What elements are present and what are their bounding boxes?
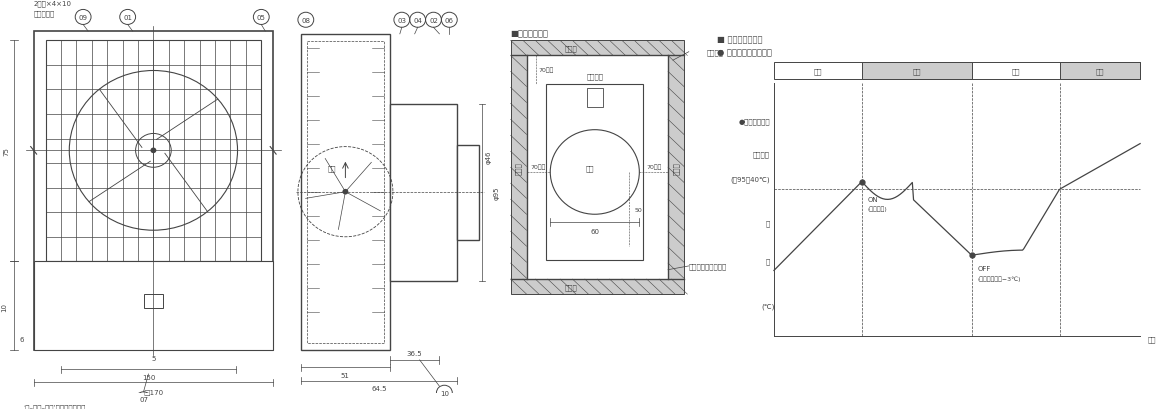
Text: 64.5: 64.5 bbox=[371, 385, 387, 391]
Text: 電源: 電源 bbox=[328, 164, 336, 171]
Text: 停止: 停止 bbox=[1012, 68, 1020, 74]
Text: 70以上: 70以上 bbox=[531, 164, 546, 170]
Text: 05: 05 bbox=[257, 15, 265, 21]
Text: 停止: 停止 bbox=[814, 68, 822, 74]
Bar bbox=[34, 32, 274, 351]
Text: 温: 温 bbox=[766, 219, 770, 226]
Text: 06: 06 bbox=[445, 18, 454, 24]
Text: 障害物: 障害物 bbox=[564, 45, 577, 52]
Text: 運転: 運転 bbox=[1095, 68, 1105, 74]
Text: ■本体拠付位置: ■本体拠付位置 bbox=[511, 29, 548, 38]
Text: 03: 03 bbox=[398, 18, 407, 24]
Text: φ95: φ95 bbox=[494, 186, 500, 200]
Bar bbox=[668, 56, 684, 279]
Text: 10: 10 bbox=[440, 390, 449, 396]
Bar bbox=[511, 279, 684, 294]
Text: 09: 09 bbox=[79, 15, 88, 21]
Bar bbox=[301, 35, 389, 351]
Text: ON: ON bbox=[868, 196, 879, 202]
Text: 02: 02 bbox=[429, 18, 438, 24]
Bar bbox=[458, 145, 479, 240]
Text: 70以上: 70以上 bbox=[646, 164, 662, 170]
Text: 5: 5 bbox=[151, 355, 155, 361]
Text: 6: 6 bbox=[20, 336, 24, 342]
Text: 10: 10 bbox=[1, 302, 7, 311]
Text: ●温度センサー: ●温度センサー bbox=[738, 118, 770, 125]
Text: 60: 60 bbox=[590, 229, 599, 235]
Text: 運転: 運転 bbox=[912, 68, 921, 74]
Text: OFF: OFF bbox=[977, 266, 991, 272]
Text: 75: 75 bbox=[3, 147, 9, 156]
Circle shape bbox=[151, 148, 156, 154]
Bar bbox=[586, 89, 603, 108]
Text: 電源線引込み用壁穴: 電源線引込み用壁穴 bbox=[688, 263, 727, 270]
Text: 36.5: 36.5 bbox=[407, 351, 423, 356]
Bar bbox=[34, 262, 274, 351]
Bar bbox=[389, 104, 458, 281]
Text: ‘弱–連続–自動’切替用スイッチ: ‘弱–連続–自動’切替用スイッチ bbox=[23, 404, 86, 409]
Text: 01: 01 bbox=[123, 15, 132, 21]
Text: 取付用長穴: 取付用長穴 bbox=[34, 10, 54, 16]
Text: 度: 度 bbox=[766, 257, 770, 264]
Bar bbox=[1059, 63, 1140, 80]
Bar bbox=[45, 41, 261, 262]
Text: ■ 動作シーケンス: ■ 動作シーケンス bbox=[716, 35, 761, 44]
Text: (約95～40℃): (約95～40℃) bbox=[730, 176, 770, 183]
Text: 08: 08 bbox=[301, 18, 311, 24]
Text: 設定温度: 設定温度 bbox=[753, 151, 770, 157]
Text: 壁穴: 壁穴 bbox=[585, 164, 595, 171]
Text: 51: 51 bbox=[341, 372, 350, 378]
Text: 時間: 時間 bbox=[1149, 335, 1157, 342]
Text: 連結端子: 連結端子 bbox=[707, 49, 723, 56]
Bar bbox=[511, 41, 684, 56]
Bar bbox=[144, 294, 163, 308]
Text: 製品下面: 製品下面 bbox=[586, 74, 604, 80]
Text: 2か所×4×10: 2か所×4×10 bbox=[34, 0, 72, 7]
Bar bbox=[546, 84, 643, 261]
Text: (設定温度の約−3℃): (設定温度の約−3℃) bbox=[977, 275, 1021, 281]
Bar bbox=[511, 56, 526, 279]
Text: (℃): (℃) bbox=[761, 303, 774, 310]
Text: 障害物: 障害物 bbox=[564, 283, 577, 290]
Circle shape bbox=[342, 189, 349, 195]
Text: □170: □170 bbox=[144, 388, 163, 394]
Text: 障害物: 障害物 bbox=[516, 162, 522, 174]
Text: (設定温度): (設定温度) bbox=[868, 206, 888, 211]
Bar bbox=[862, 63, 971, 80]
Text: φ46: φ46 bbox=[486, 151, 491, 164]
Text: 07: 07 bbox=[139, 396, 148, 402]
Text: 障害物: 障害物 bbox=[672, 162, 679, 174]
Bar bbox=[774, 63, 1140, 80]
Text: 150: 150 bbox=[141, 374, 155, 380]
Text: 70以上: 70以上 bbox=[539, 67, 554, 73]
Text: 50: 50 bbox=[634, 207, 642, 212]
Bar bbox=[307, 42, 384, 343]
Text: ● 換気扇運転パターン: ● 換気扇運転パターン bbox=[716, 48, 772, 57]
Text: 04: 04 bbox=[414, 18, 422, 24]
